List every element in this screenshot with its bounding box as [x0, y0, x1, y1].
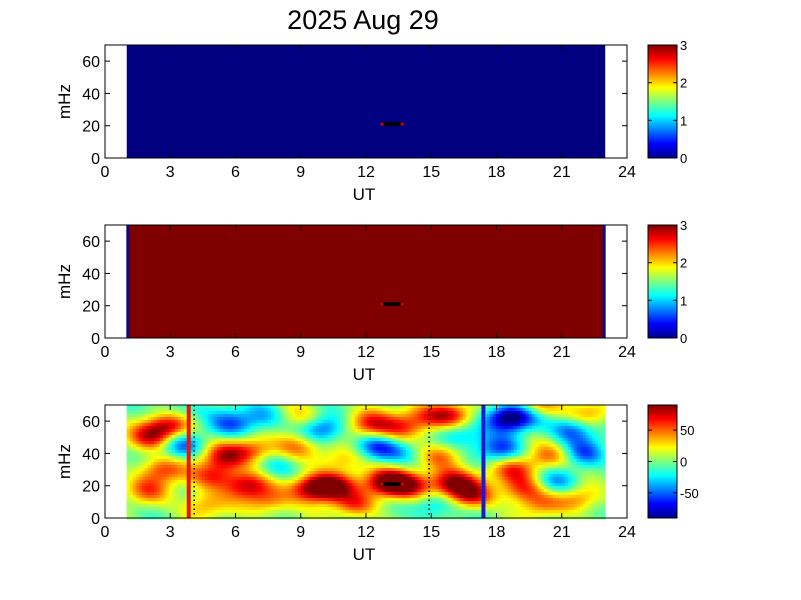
x-tick-label: 3	[166, 344, 175, 361]
x-tick-label: 9	[296, 524, 305, 541]
x-tick-label: 9	[296, 164, 305, 181]
colorbar-tick-label: 0	[680, 331, 687, 346]
colorbar-tick-label: 3	[680, 38, 687, 53]
figure-title: 2025 Aug 29	[287, 5, 439, 35]
y-tick-label: 40	[82, 86, 100, 103]
colorbar-gradient	[647, 404, 678, 519]
chart-panel-3: 0 3 6 9 12 15 18 21 24 0 20 40 60 UT mHz 50 0 -50	[55, 404, 699, 564]
x-tick-label: 0	[101, 164, 110, 181]
y-tick-label: 0	[91, 331, 100, 348]
colorbar-gradient	[647, 224, 678, 339]
colorbar-tick-label: 50	[680, 423, 694, 438]
heatmap-fill	[126, 225, 606, 338]
colorbar-tick-label: 0	[680, 455, 687, 470]
heatmap-fill	[126, 45, 606, 158]
x-tick-label: 12	[357, 164, 375, 181]
colorbar-tick-label: -50	[680, 486, 699, 501]
colorbar-tick-label: 2	[680, 256, 687, 271]
x-tick-label: 18	[488, 344, 506, 361]
y-tick-label: 20	[82, 119, 100, 136]
x-tick-label: 24	[618, 344, 636, 361]
x-tick-label: 6	[231, 164, 240, 181]
x-tick-label: 0	[101, 524, 110, 541]
y-axis-label: mHz	[55, 264, 74, 299]
y-tick-label: 0	[91, 511, 100, 528]
y-tick-label: 20	[82, 479, 100, 496]
heatmap-cells	[126, 405, 606, 520]
colorbar: 0 1 2 3	[647, 218, 687, 346]
colorbar: 50 0 -50	[647, 404, 699, 519]
event-marker	[380, 121, 404, 127]
x-tick-label: 18	[488, 164, 506, 181]
x-tick-label: 12	[357, 524, 375, 541]
x-axis-label: UT	[353, 365, 376, 384]
colorbar: 0 1 2 3	[647, 38, 687, 166]
vertical-line-2	[481, 405, 486, 518]
colorbar-gradient	[647, 44, 678, 159]
event-marker	[380, 301, 404, 307]
colorbar-tick-label: 2	[680, 76, 687, 91]
y-tick-label: 40	[82, 266, 100, 283]
x-tick-label: 24	[618, 524, 636, 541]
colorbar-tick-label: 3	[680, 218, 687, 233]
y-tick-label: 20	[82, 299, 100, 316]
colorbar-tick-label: 1	[680, 113, 687, 128]
x-tick-label: 3	[166, 164, 175, 181]
edge-stripe-1	[126, 225, 130, 338]
x-tick-label: 21	[553, 164, 571, 181]
x-tick-label: 6	[231, 524, 240, 541]
x-tick-label: 6	[231, 344, 240, 361]
colorbar-tick-label: 1	[680, 293, 687, 308]
colorbar-tick-label: 0	[680, 151, 687, 166]
x-tick-label: 15	[422, 344, 440, 361]
x-tick-label: 21	[553, 344, 571, 361]
vertical-line-1	[186, 405, 191, 518]
y-axis-label: mHz	[55, 84, 74, 119]
x-tick-label: 24	[618, 164, 636, 181]
x-axis-label: UT	[353, 185, 376, 204]
y-axis-label: mHz	[55, 444, 74, 479]
x-tick-label: 15	[422, 164, 440, 181]
x-tick-label: 0	[101, 344, 110, 361]
y-tick-label: 40	[82, 446, 100, 463]
y-tick-label: 60	[82, 414, 100, 431]
x-tick-label: 3	[166, 524, 175, 541]
y-tick-label: 60	[82, 54, 100, 71]
y-tick-label: 60	[82, 234, 100, 251]
x-tick-label: 18	[488, 524, 506, 541]
y-tick-label: 0	[91, 151, 100, 168]
edge-stripe-2	[602, 225, 606, 338]
x-tick-label: 9	[296, 344, 305, 361]
x-tick-label: 15	[422, 524, 440, 541]
x-tick-label: 12	[357, 344, 375, 361]
x-tick-label: 21	[553, 524, 571, 541]
x-axis-label: UT	[353, 545, 376, 564]
event-marker	[380, 481, 404, 487]
